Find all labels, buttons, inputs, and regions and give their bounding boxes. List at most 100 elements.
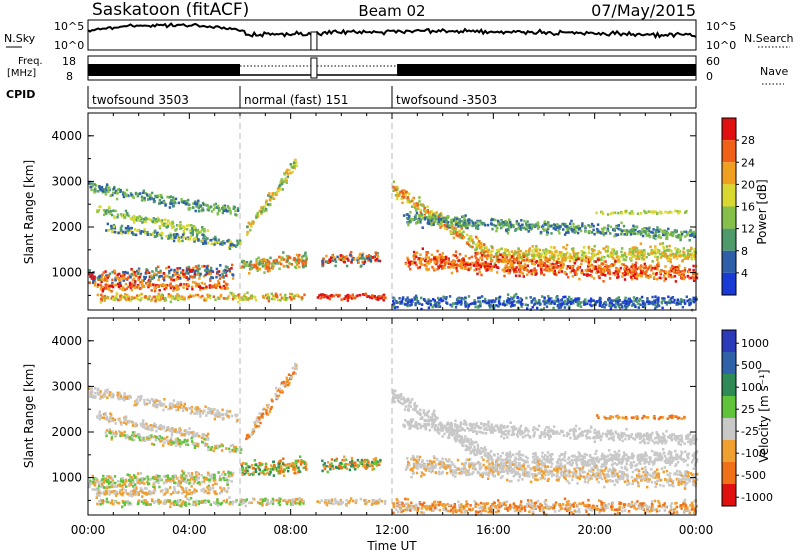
power-cell-b12 bbox=[518, 260, 521, 264]
power-cell-b13 bbox=[523, 219, 526, 223]
power-cell-b3 bbox=[165, 266, 168, 270]
power-cell-b9 bbox=[347, 259, 350, 262]
power-cell-b13 bbox=[415, 222, 418, 225]
power-cell-b1 bbox=[195, 229, 198, 233]
power-cell-b14 bbox=[524, 303, 527, 306]
power-cell-b1 bbox=[196, 228, 200, 232]
power-cell-b12 bbox=[571, 269, 574, 273]
power-cell-b5 bbox=[183, 296, 186, 300]
power-cell-b0 bbox=[105, 185, 108, 189]
power-cell-b5 bbox=[268, 297, 271, 301]
power-cell-b11 bbox=[633, 248, 637, 252]
power-cell-b14 bbox=[427, 298, 430, 301]
power-cell-b11 bbox=[640, 253, 643, 257]
power-cell-b2 bbox=[124, 231, 127, 235]
power-cell-b2 bbox=[112, 225, 116, 229]
power-cell-b2 bbox=[204, 239, 207, 243]
power-cell-b5 bbox=[226, 297, 229, 301]
velocity-cell-b0 bbox=[194, 409, 198, 412]
power-cell-b12 bbox=[486, 262, 489, 266]
power-cell-b0 bbox=[136, 194, 140, 198]
power-cell-b5 bbox=[164, 298, 167, 302]
power-cell-b2 bbox=[214, 235, 217, 239]
power-cell-b0 bbox=[95, 184, 98, 187]
station-title: Saskatoon (fitACF) bbox=[92, 0, 249, 20]
power-cell-b3 bbox=[101, 273, 104, 277]
power-cell-b10 bbox=[413, 202, 416, 206]
power-cell-b9 bbox=[337, 257, 341, 261]
power-cell-b12 bbox=[482, 263, 485, 267]
power-cell-b13 bbox=[652, 235, 655, 238]
power-cell-b14 bbox=[665, 303, 669, 306]
power-cell-b8 bbox=[380, 296, 383, 300]
power-cell-b4 bbox=[110, 290, 113, 293]
power-cell-b4 bbox=[194, 281, 197, 284]
power-cell-b12 bbox=[456, 256, 459, 259]
power-cell-b11 bbox=[656, 258, 659, 261]
power-cell-b8 bbox=[329, 294, 332, 298]
power-cell-b11 bbox=[558, 253, 561, 257]
power-cell-b1 bbox=[96, 210, 99, 214]
power-cell-b11 bbox=[605, 245, 608, 248]
power-cell-b11 bbox=[552, 253, 555, 257]
power-cell-b13 bbox=[642, 230, 645, 233]
power-cell-b13 bbox=[646, 229, 649, 233]
power-cell-b7 bbox=[260, 262, 263, 265]
power-cell-b13 bbox=[554, 227, 557, 231]
power-cell-b14 bbox=[690, 299, 693, 302]
power-cell-b14 bbox=[503, 303, 506, 307]
power-cell-b13 bbox=[612, 227, 616, 231]
power-cell-b12 bbox=[448, 260, 451, 264]
power-cell-b14 bbox=[645, 300, 649, 304]
power-cell-b9 bbox=[357, 260, 360, 264]
power-cell-b12 bbox=[651, 266, 654, 270]
power-cell-b7 bbox=[270, 262, 274, 265]
power-cell-b14 bbox=[543, 296, 546, 299]
power-cell-b14 bbox=[565, 302, 569, 306]
power-cell-b11 bbox=[669, 260, 672, 264]
velocity-cell-b1 bbox=[200, 436, 204, 440]
velocity-cell-b0 bbox=[178, 405, 181, 409]
power-cell-b13 bbox=[683, 235, 687, 238]
power-cell-b12 bbox=[562, 256, 565, 260]
power-cell-b12 bbox=[533, 268, 536, 271]
power-cell-b2 bbox=[112, 223, 116, 227]
power-cell-b12 bbox=[468, 267, 472, 271]
power-cell-b14 bbox=[459, 300, 463, 303]
power-cell-b13 bbox=[563, 233, 567, 236]
power-cell-b5 bbox=[117, 298, 120, 302]
power-cell-b7 bbox=[298, 253, 301, 257]
velocity-cell-b1 bbox=[103, 413, 106, 416]
power-cell-b13 bbox=[573, 231, 576, 234]
power-cell-b5 bbox=[201, 294, 204, 298]
power-cell-b7 bbox=[294, 260, 298, 264]
power-cell-b13 bbox=[474, 221, 477, 225]
power-cell-b0 bbox=[222, 207, 226, 210]
power-cell-b12 bbox=[483, 265, 486, 268]
power-cell-b12 bbox=[474, 254, 477, 258]
power-cell-b3 bbox=[104, 275, 107, 279]
power-cell-b10 bbox=[450, 226, 453, 229]
power-cell-b13 bbox=[476, 221, 479, 224]
power-cell-b12 bbox=[544, 258, 547, 261]
power-cell-b1 bbox=[158, 224, 161, 228]
power-cell-b12 bbox=[623, 267, 626, 271]
power-cell-b13 bbox=[579, 229, 583, 233]
power-cell-b13 bbox=[500, 226, 503, 230]
power-cell-b3 bbox=[90, 277, 93, 280]
power-cell-b12 bbox=[634, 276, 637, 279]
power-cell-b13 bbox=[480, 221, 483, 225]
power-cell-b11 bbox=[677, 249, 681, 252]
power-cell-b12 bbox=[643, 262, 646, 266]
power-cell-b5 bbox=[248, 296, 251, 300]
power-cell-b7 bbox=[292, 258, 296, 262]
velocity-cell-b0 bbox=[104, 389, 107, 393]
power-cell-b6 bbox=[268, 203, 271, 207]
power-cell-b13 bbox=[434, 220, 437, 223]
power-cell-b13 bbox=[519, 228, 523, 231]
power-cell-b10 bbox=[415, 208, 418, 211]
power-cell-b7 bbox=[250, 263, 253, 267]
power-cell-b5 bbox=[158, 298, 161, 302]
power-cell-b3 bbox=[207, 272, 210, 275]
power-cell-b0 bbox=[189, 207, 192, 210]
